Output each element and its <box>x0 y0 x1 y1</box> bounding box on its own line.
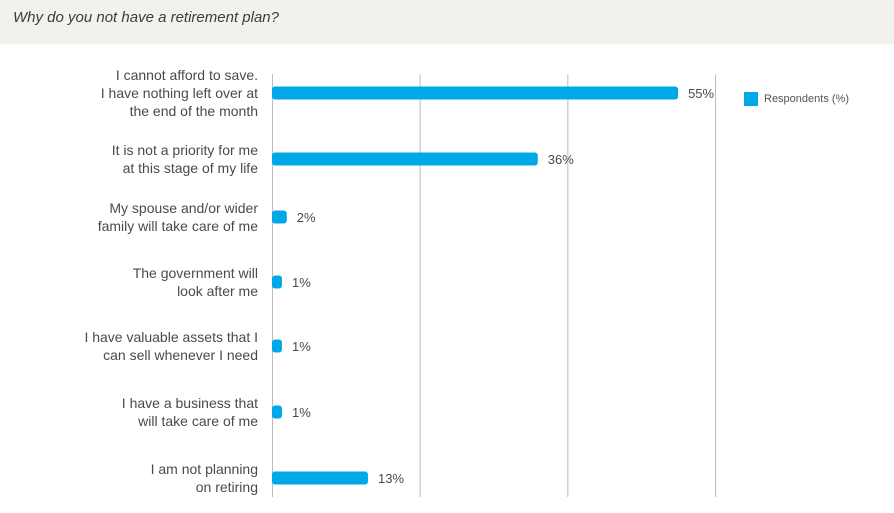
data-label: 2% <box>297 210 316 225</box>
legend-label: Respondents (%) <box>764 93 849 105</box>
data-label: 13% <box>378 471 404 486</box>
category-label: My spouse and/or wider family will take c… <box>98 200 259 234</box>
bar <box>272 86 679 100</box>
bar <box>272 339 282 353</box>
legend: Respondents (%) <box>744 92 849 106</box>
category-label: It is not a priority for me at this stage… <box>112 142 258 176</box>
data-label: 36% <box>548 152 574 167</box>
bar <box>272 210 287 224</box>
data-label: 55% <box>688 86 714 101</box>
legend-swatch <box>744 92 758 106</box>
category-label: The government will look after me <box>133 265 258 299</box>
category-label: I have a business that will take care of … <box>122 395 258 429</box>
bar <box>272 405 282 419</box>
bar <box>272 152 538 166</box>
bar <box>272 471 368 485</box>
data-label: 1% <box>292 405 311 420</box>
category-label: I cannot afford to save. I have nothing l… <box>101 67 258 119</box>
data-label: 1% <box>292 339 311 354</box>
bar <box>272 275 282 289</box>
chart-header: Why do you not have a retirement plan? <box>0 0 894 44</box>
category-label: I am not planning on retiring <box>151 461 258 495</box>
data-label: 1% <box>292 275 311 290</box>
chart-title: Why do you not have a retirement plan? <box>13 9 279 26</box>
